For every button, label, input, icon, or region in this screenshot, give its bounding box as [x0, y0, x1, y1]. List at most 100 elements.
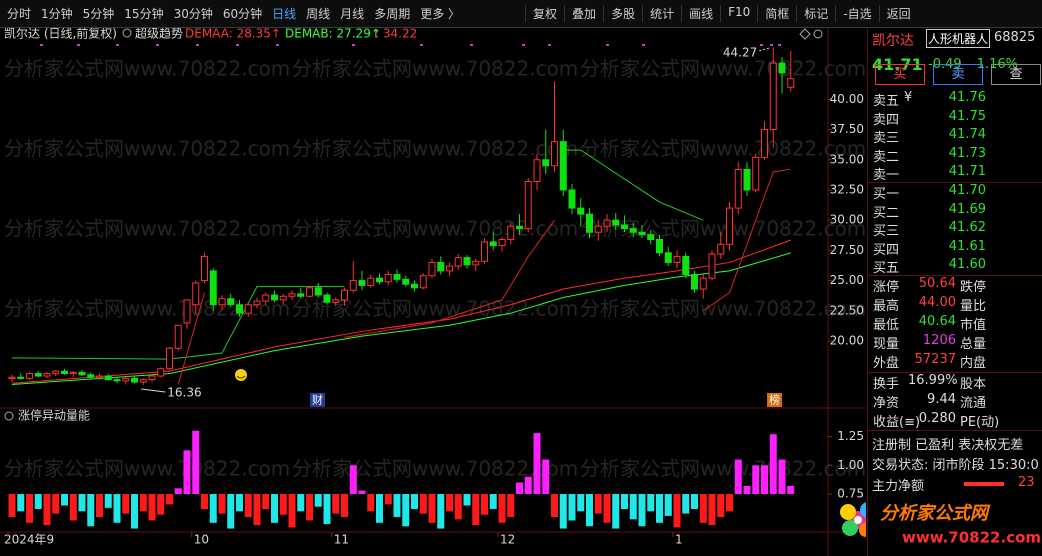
trade-button[interactable]: 查: [991, 64, 1041, 85]
candle-body: [358, 280, 366, 286]
period-tab[interactable]: 1分钟: [41, 7, 73, 21]
bar: [691, 494, 698, 509]
stat-label: 总量: [960, 337, 987, 352]
logo-name: 分析家公式网: [880, 503, 991, 524]
logo-text: 分析家公式网 www.70822.com: [880, 503, 1041, 547]
period-tab[interactable]: 30分钟: [173, 7, 213, 21]
candle-body: [192, 282, 200, 306]
y-tick-label: 32.50: [830, 182, 864, 196]
candle-body: [227, 298, 235, 306]
action-tab[interactable]: 复权: [525, 5, 564, 22]
action-tab[interactable]: 叠加: [564, 5, 603, 22]
trade-button[interactable]: 卖: [933, 64, 983, 85]
period-tab[interactable]: 5分钟: [82, 7, 115, 21]
trade-state: 交易状态: 闭市阶段 15:30:0: [872, 458, 1039, 473]
event-marker: 财: [312, 393, 323, 407]
bar: [69, 494, 77, 521]
trade-button[interactable]: 买: [875, 64, 925, 85]
candle-body: [664, 252, 672, 263]
bar: [612, 494, 620, 529]
period-tab[interactable]: 15分钟: [124, 7, 164, 21]
stat-value: 50.64: [918, 276, 956, 291]
x-tick-label: 11: [334, 533, 349, 547]
smiley: [235, 369, 247, 381]
currency-icon: ¥: [904, 90, 913, 105]
period-tab[interactable]: 60分钟: [222, 7, 263, 21]
action-tab[interactable]: 画线: [681, 5, 720, 22]
action-tab[interactable]: 多股: [603, 5, 642, 22]
candle-body: [533, 159, 541, 183]
bar: [314, 494, 322, 507]
period-tab[interactable]: 分时: [7, 7, 32, 21]
candle-body: [87, 374, 95, 378]
bar: [166, 494, 173, 505]
period-tab[interactable]: 多周期: [374, 7, 411, 21]
bar: [209, 494, 217, 523]
bar: [8, 494, 16, 518]
y-tick-label: 30.00: [830, 213, 864, 227]
book-price: 41.69: [948, 201, 986, 217]
action-tab[interactable]: 标记: [796, 5, 835, 22]
bar: [78, 494, 86, 512]
candle-body: [131, 377, 138, 383]
action-tab[interactable]: 统计: [642, 5, 681, 22]
stat-label: 跌停: [960, 280, 987, 295]
bar: [358, 490, 366, 495]
bar: [52, 494, 60, 514]
bar: [402, 494, 410, 527]
legend-entry: : 34.22: [375, 28, 417, 41]
bar: [201, 494, 208, 509]
candle-body: [752, 156, 760, 191]
period-tab[interactable]: 周线: [306, 7, 331, 21]
candle-body: [393, 274, 401, 280]
candle-body: [323, 294, 331, 303]
candle-body: [349, 280, 357, 291]
panel-icon: [4, 411, 14, 421]
period-tab[interactable]: 月线: [340, 7, 365, 21]
period-tab[interactable]: 更多 〉: [420, 7, 461, 21]
bar: [218, 494, 226, 514]
candle-body: [209, 270, 217, 306]
bar: [279, 494, 287, 515]
bar: [463, 494, 471, 506]
candle-body: [743, 168, 751, 191]
stat-label: PE(动): [960, 415, 1000, 430]
candle-body: [594, 225, 602, 233]
bar: [682, 494, 690, 514]
watermark: 分析家公式网www.70822.com: [580, 137, 866, 161]
bar: [139, 494, 147, 512]
action-tab[interactable]: -自选: [835, 5, 878, 22]
period-tab[interactable]: 日线: [272, 7, 297, 21]
bar: [498, 494, 506, 523]
candle-body: [507, 225, 515, 240]
watermark: 分析家公式网www.70822.com: [292, 57, 578, 81]
candle-body: [104, 375, 112, 381]
x-tick-label: 12: [500, 533, 515, 547]
y-tick-label: 1.00: [837, 458, 864, 472]
bar: [516, 482, 523, 495]
candle-body: [376, 277, 383, 283]
main-net-bar: [964, 482, 1004, 486]
candle-body: [157, 368, 165, 377]
logo-url: www.70822.com: [902, 529, 1041, 547]
bar: [586, 494, 593, 527]
bar: [192, 430, 200, 495]
candle-body: [691, 274, 698, 290]
main-net-label: 主力净额: [872, 479, 925, 494]
candle-body: [262, 294, 270, 302]
circle-icon: [813, 29, 823, 39]
stat-label: 内盘: [960, 356, 987, 371]
candle-body: [656, 238, 663, 254]
bar: [533, 433, 541, 495]
action-tab[interactable]: F10: [720, 5, 757, 22]
candle-body: [551, 141, 558, 167]
bar: [446, 494, 453, 512]
book-price: 41.61: [948, 238, 986, 254]
quote-panel: 凯尔达 人形机器人 68825 41.71 -0.49 -1.16% 买卖查 ¥ 卖五 41.76…: [867, 28, 1042, 556]
bar: [183, 450, 191, 495]
action-tab[interactable]: 简框: [757, 5, 796, 22]
candle-body: [122, 377, 130, 382]
candle-body: [61, 370, 68, 375]
action-tab[interactable]: 返回: [878, 5, 918, 22]
bar: [61, 494, 68, 506]
